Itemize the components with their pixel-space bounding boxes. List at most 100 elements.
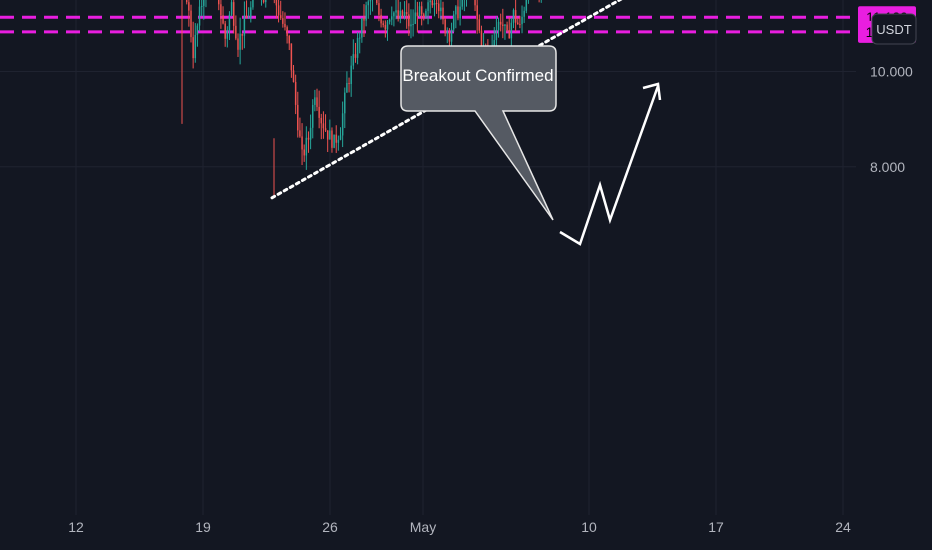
candle-body bbox=[395, 10, 397, 13]
candle-body bbox=[433, 2, 436, 6]
price-tick-label: 8.000 bbox=[870, 159, 905, 175]
candle-body bbox=[405, 12, 408, 15]
candle-body bbox=[320, 117, 323, 124]
time-tick-label: 24 bbox=[835, 519, 851, 535]
candle-body bbox=[384, 24, 387, 30]
candle-body bbox=[459, 6, 461, 19]
candle-body bbox=[363, 17, 365, 21]
candle-body bbox=[299, 130, 301, 137]
candle-body bbox=[324, 128, 327, 131]
candle-body bbox=[286, 27, 288, 36]
candle-body bbox=[493, 40, 496, 47]
candle-body bbox=[435, 2, 438, 4]
candle-body bbox=[412, 23, 414, 25]
candle-body bbox=[461, 0, 463, 7]
candle-body bbox=[247, 17, 250, 19]
candle-body bbox=[190, 10, 192, 38]
candle-body bbox=[337, 139, 340, 143]
candle-body bbox=[444, 19, 446, 34]
time-tick-label: 17 bbox=[708, 519, 724, 535]
candle-body bbox=[431, 0, 434, 6]
candle-body bbox=[344, 92, 346, 114]
candle-body bbox=[358, 37, 361, 39]
time-tick-label: 19 bbox=[195, 519, 211, 535]
candle-body bbox=[335, 134, 337, 143]
candle-body bbox=[476, 5, 478, 20]
candle-body bbox=[386, 21, 389, 30]
candle-body bbox=[418, 6, 421, 17]
candle-body bbox=[367, 1, 370, 6]
candle-body bbox=[352, 54, 355, 66]
candle-body bbox=[356, 37, 359, 58]
candle-body bbox=[305, 137, 308, 156]
candle-body bbox=[393, 12, 395, 17]
candle-body bbox=[228, 14, 231, 31]
candle-body bbox=[414, 12, 416, 24]
candle-body bbox=[437, 3, 440, 12]
candle-body bbox=[243, 15, 246, 36]
candle-body bbox=[517, 22, 519, 25]
candle-body bbox=[224, 23, 226, 39]
candle-body bbox=[423, 14, 425, 17]
candle-body bbox=[307, 137, 310, 140]
candle-body bbox=[275, 0, 278, 6]
candle-body bbox=[410, 24, 412, 27]
candle-body bbox=[427, 2, 429, 11]
candle-body bbox=[290, 43, 293, 71]
candle-body bbox=[416, 12, 419, 17]
candle-body bbox=[326, 130, 329, 140]
candle-body bbox=[230, 2, 233, 15]
time-tick-label: May bbox=[410, 519, 436, 535]
candle-body bbox=[188, 2, 190, 11]
candle-body bbox=[378, 3, 380, 15]
candle-body bbox=[380, 14, 382, 24]
candle-body bbox=[322, 123, 325, 129]
candle-body bbox=[198, 6, 201, 26]
candle-body bbox=[303, 149, 305, 156]
candle-body bbox=[226, 30, 229, 39]
currency-button[interactable]: USDT bbox=[871, 13, 917, 45]
candle-body bbox=[203, 0, 205, 6]
candle-body bbox=[220, 4, 222, 16]
candle-body bbox=[196, 25, 199, 35]
projection-arrow-layer bbox=[559, 82, 662, 246]
candle-body bbox=[331, 130, 333, 148]
candle-body bbox=[348, 83, 350, 85]
candle-body bbox=[502, 24, 504, 26]
candle-body bbox=[245, 15, 248, 18]
candle-body bbox=[440, 7, 442, 12]
candle-body bbox=[369, 0, 372, 2]
candle-body bbox=[510, 22, 513, 39]
currency-label: USDT bbox=[876, 22, 911, 37]
candle-body bbox=[239, 33, 241, 50]
time-tick-label: 10 bbox=[581, 519, 597, 535]
candle-body bbox=[279, 15, 282, 19]
candle-body bbox=[333, 134, 335, 148]
annotation-callout[interactable]: Breakout Confirmed bbox=[400, 45, 557, 221]
candle-body bbox=[288, 35, 290, 44]
candle-body bbox=[250, 7, 252, 18]
candle-body bbox=[497, 21, 500, 31]
candle-body bbox=[316, 97, 318, 107]
candle-body bbox=[350, 65, 352, 85]
candle-body bbox=[297, 104, 299, 131]
candle-body bbox=[521, 16, 523, 25]
candle-body bbox=[301, 136, 303, 150]
candle-body bbox=[506, 24, 508, 31]
candle-body bbox=[504, 24, 506, 26]
candle-body bbox=[262, 0, 265, 3]
candle-body bbox=[282, 18, 284, 24]
candle-body bbox=[365, 5, 367, 21]
candle-body bbox=[292, 70, 295, 83]
candle-body bbox=[192, 37, 194, 59]
time-axis bbox=[0, 515, 932, 550]
candle-body bbox=[232, 2, 235, 26]
candle-body bbox=[519, 24, 521, 26]
candle-body bbox=[403, 12, 406, 17]
candle-body bbox=[499, 21, 502, 25]
candle-body bbox=[314, 97, 316, 105]
candle-body bbox=[218, 0, 220, 5]
candle-body bbox=[391, 16, 393, 20]
